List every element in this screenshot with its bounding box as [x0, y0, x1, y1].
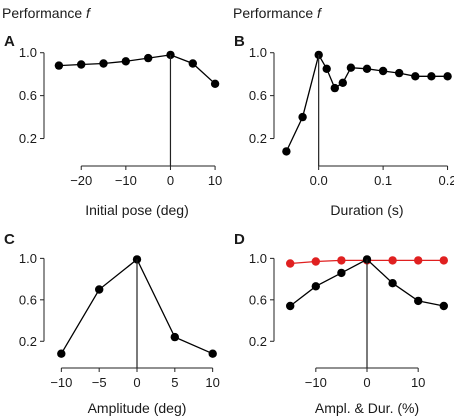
data-point — [388, 279, 397, 288]
x-tick-label: 0.0 — [310, 173, 328, 188]
data-point — [77, 60, 86, 69]
x-tick-label: 10 — [205, 375, 219, 390]
y-tick-label: 0.2 — [249, 131, 267, 146]
panel-label: B — [234, 33, 245, 50]
header-left: Performance f — [2, 5, 92, 21]
x-tick-label: 0 — [363, 375, 370, 390]
x-tick-label: 0.2 — [439, 173, 454, 188]
x-tick-label: 10 — [208, 173, 222, 188]
panel-b: B 0.2 0.6 1.0 0.0 0.1 0.2 Duration (s) — [234, 33, 454, 218]
x-tick-label: −5 — [92, 375, 107, 390]
data-point — [330, 83, 339, 93]
data-point — [298, 112, 307, 122]
x-tick-label: 0.1 — [374, 173, 392, 188]
y-tick-label: 0.2 — [19, 334, 37, 349]
data-point — [121, 57, 130, 66]
data-point — [170, 332, 179, 342]
data-point — [337, 268, 346, 278]
panels: A 0.2 0.6 1.0 −20 −10 0 10 Initial pose (deg) B 0.… — [4, 33, 454, 416]
x-tick-label: 0 — [133, 375, 140, 390]
data-point — [388, 256, 397, 265]
data-point — [411, 72, 420, 81]
data-point — [362, 64, 372, 74]
y-tick-label: 1.0 — [19, 45, 37, 60]
header-right: Performance f — [233, 5, 323, 21]
data-point — [208, 349, 217, 358]
data-point — [395, 68, 404, 78]
data-point — [443, 72, 452, 81]
data-point — [337, 256, 346, 265]
data-point — [427, 72, 436, 81]
x-tick-label: −10 — [50, 375, 72, 390]
y-tick-label: 1.0 — [249, 251, 267, 266]
x-tick-label: −10 — [115, 173, 137, 188]
y-tick-label: 0.6 — [19, 292, 37, 307]
data-point — [322, 64, 331, 74]
x-tick-label: 0 — [167, 173, 174, 188]
y-tick-label: 0.6 — [19, 88, 37, 103]
header-left-var: f — [86, 5, 92, 21]
panel-d: D 0.2 0.6 1.0 −10 0 10 Ampl. & Dur. (%) — [234, 231, 448, 416]
y-tick-label: 0.2 — [249, 334, 267, 349]
header-left-text: Performance — [2, 5, 86, 21]
data-point — [414, 296, 423, 306]
panel-label: D — [234, 231, 245, 248]
x-tick-label: 10 — [411, 375, 425, 390]
x-axis-label: Initial pose (deg) — [85, 202, 189, 218]
data-point — [338, 78, 347, 88]
x-tick-label: −20 — [70, 173, 92, 188]
data-point — [57, 349, 66, 358]
y-tick-label: 1.0 — [19, 251, 37, 266]
data-point — [144, 53, 153, 63]
x-tick-label: 5 — [171, 375, 178, 390]
data-point — [210, 79, 220, 89]
panel-a: A 0.2 0.6 1.0 −20 −10 0 10 Initial pose (deg) — [4, 33, 222, 218]
data-point — [414, 256, 423, 265]
data-point — [188, 59, 197, 68]
panel-label: C — [4, 231, 15, 248]
x-axis-label: Amplitude (deg) — [88, 400, 187, 416]
data-point — [286, 259, 295, 268]
header-right-var: f — [317, 5, 323, 21]
x-axis-label: Duration (s) — [330, 202, 403, 218]
panel-c: C 0.2 0.6 1.0 −10 −5 0 5 10 Amplitude (deg) — [4, 231, 220, 416]
data-point — [311, 257, 320, 266]
data-point — [439, 256, 448, 265]
data-point — [346, 63, 356, 72]
data-point — [282, 147, 291, 156]
y-tick-label: 0.6 — [249, 88, 267, 103]
data-point — [95, 285, 104, 294]
data-point — [286, 301, 295, 311]
data-point — [311, 282, 320, 291]
data-point — [54, 61, 64, 70]
series-line — [58, 54, 216, 85]
data-point — [99, 59, 108, 68]
data-point — [378, 66, 388, 76]
data-point — [439, 301, 448, 311]
x-axis-label: Ampl. & Dur. (%) — [315, 400, 419, 416]
y-tick-label: 1.0 — [249, 45, 267, 60]
header-right-text: Performance — [233, 5, 317, 21]
x-tick-label: −10 — [305, 375, 327, 390]
y-tick-label: 0.2 — [19, 131, 37, 146]
y-tick-label: 0.6 — [249, 292, 267, 307]
panel-label: A — [4, 33, 15, 50]
